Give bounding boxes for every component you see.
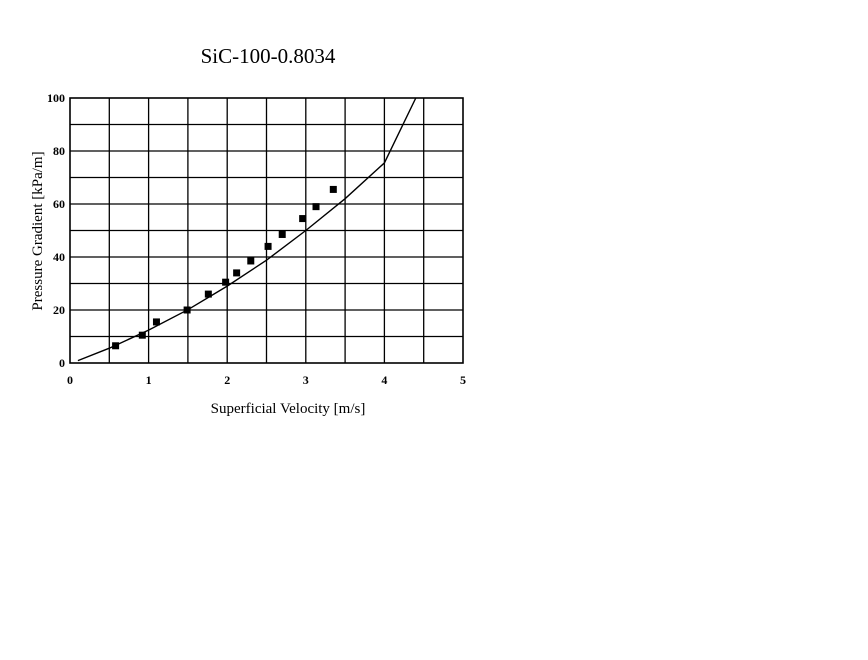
data-point xyxy=(204,290,212,298)
data-point xyxy=(312,203,320,211)
grid xyxy=(70,98,463,363)
x-axis-label: Superficial Velocity [m/s] xyxy=(211,401,366,417)
y-tick-labels: 0 20 40 60 80 100 xyxy=(47,91,65,370)
y-tick-label: 60 xyxy=(53,197,65,211)
data-markers xyxy=(112,185,337,350)
x-tick-label: 5 xyxy=(460,373,466,387)
y-tick-label: 100 xyxy=(47,91,65,105)
data-point xyxy=(329,185,337,193)
fit-line xyxy=(77,97,417,362)
data-point xyxy=(222,278,230,286)
data-point xyxy=(278,230,286,238)
data-point xyxy=(138,331,146,339)
y-axis-label: Pressure Gradient [kPa/m] xyxy=(30,151,46,310)
x-tick-label: 1 xyxy=(146,373,152,387)
data-point xyxy=(152,318,160,326)
y-tick-label: 80 xyxy=(53,144,65,158)
data-point xyxy=(299,215,307,223)
y-tick-label: 20 xyxy=(53,303,65,317)
x-tick-label: 0 xyxy=(67,373,73,387)
x-tick-label: 3 xyxy=(303,373,309,387)
data-point xyxy=(183,306,191,314)
x-tick-labels: 0 1 2 3 4 5 xyxy=(67,373,466,387)
plot-frame xyxy=(69,97,464,364)
y-tick-label: 40 xyxy=(53,250,65,264)
y-tick-label: 0 xyxy=(59,356,65,370)
data-point xyxy=(264,242,272,250)
data-point xyxy=(233,269,241,277)
data-point xyxy=(112,342,120,350)
x-tick-label: 2 xyxy=(224,373,230,387)
x-tick-label: 4 xyxy=(381,373,387,387)
chart-title: SiC-100-0.8034 xyxy=(201,44,336,68)
data-point xyxy=(247,257,255,265)
